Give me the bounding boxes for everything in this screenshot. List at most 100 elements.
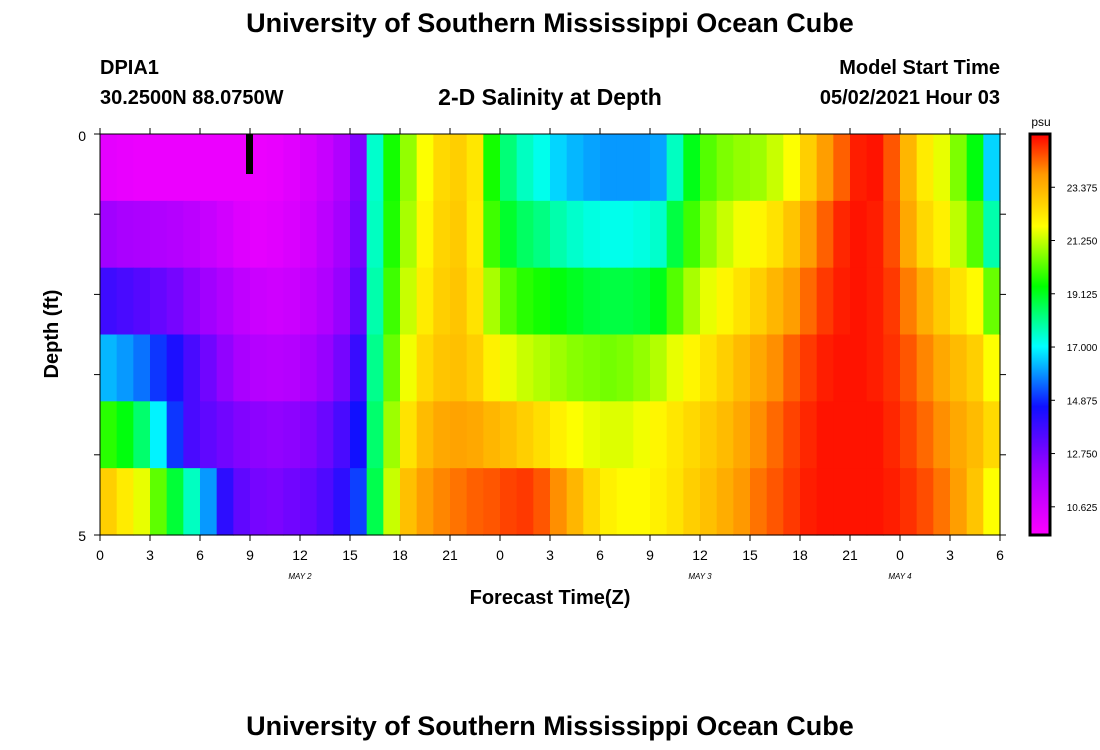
heatmap-cell: [716, 134, 734, 202]
x-tick-label: 15: [342, 547, 358, 563]
heatmap-cell: [116, 468, 134, 536]
heatmap-cell: [150, 401, 168, 469]
heatmap-cell: [333, 468, 351, 536]
heatmap-cell: [300, 134, 318, 202]
heatmap-cell: [950, 134, 968, 202]
heatmap-cell: [300, 401, 318, 469]
heatmap-cell: [733, 267, 751, 336]
heatmap-cell: [966, 334, 984, 402]
heatmap-cell: [666, 267, 684, 336]
heatmap-cell: [750, 468, 768, 536]
colorbar-tick-label: 14.875: [1067, 396, 1098, 407]
heatmap-cell: [850, 134, 868, 202]
heatmap-cell: [283, 134, 301, 202]
heatmap-cell: [183, 334, 201, 402]
heatmap-cell: [750, 401, 768, 469]
heatmap-cell: [483, 200, 501, 269]
heatmap-cell: [666, 334, 684, 402]
heatmap-cell: [233, 200, 251, 269]
heatmap-cell: [383, 401, 401, 469]
heatmap-cell: [150, 200, 168, 269]
heatmap-cell: [766, 401, 784, 469]
heatmap-cell: [733, 134, 751, 202]
heatmap-cell: [216, 134, 234, 202]
heatmap-cell: [416, 267, 434, 336]
heatmap-cell: [266, 267, 284, 336]
heatmap-cell: [933, 334, 951, 402]
x-tick-label: 3: [146, 547, 154, 563]
station-id: DPIA1: [100, 57, 159, 79]
heatmap-cell: [250, 401, 268, 469]
heatmap-cell: [216, 267, 234, 336]
heatmap-cell: [233, 468, 251, 536]
heatmap-cell: [266, 468, 284, 536]
heatmap-cell: [466, 267, 484, 336]
heatmap-cell: [383, 200, 401, 269]
heatmap-cell: [200, 468, 218, 536]
heatmap-cell: [833, 134, 851, 202]
heatmap-cell: [816, 334, 834, 402]
heatmap-cell: [383, 334, 401, 402]
heatmap-cell: [950, 200, 968, 269]
heatmap-cell: [783, 401, 801, 469]
heatmap-cell: [200, 134, 218, 202]
heatmap-cell: [300, 267, 318, 336]
heatmap-cell: [416, 468, 434, 536]
x-tick-label: 0: [896, 547, 904, 563]
heatmap-cell: [800, 334, 818, 402]
heatmap-cell: [200, 334, 218, 402]
model-start-label: Model Start Time: [839, 57, 1000, 79]
colorbar-tick-label: 23.375: [1067, 183, 1098, 194]
heatmap-cell: [983, 200, 1001, 269]
x-tick-label: 12: [292, 547, 308, 563]
heatmap-cell: [350, 200, 368, 269]
heatmap-cell: [366, 334, 384, 402]
heatmap-cell: [733, 401, 751, 469]
heatmap-cell: [783, 200, 801, 269]
heatmap-cell: [550, 401, 568, 469]
heatmap-cell: [116, 134, 134, 202]
heatmap-cell: [933, 267, 951, 336]
heatmap-cell: [333, 200, 351, 269]
heatmap-cell: [883, 334, 901, 402]
heatmap-cell: [733, 468, 751, 536]
heatmap-cell: [433, 468, 451, 536]
y-axis-label: Depth (ft): [41, 290, 63, 379]
heatmap-cell: [800, 200, 818, 269]
heatmap-cell: [700, 334, 718, 402]
heatmap-cell: [133, 401, 151, 469]
heatmap-cell: [316, 200, 334, 269]
heatmap-cell: [166, 200, 184, 269]
heatmap-cell: [900, 200, 918, 269]
y-tick-label: 5: [78, 528, 86, 544]
heatmap-cell: [133, 267, 151, 336]
heatmap-cell: [750, 134, 768, 202]
heatmap-cell: [766, 200, 784, 269]
heatmap-cell: [300, 468, 318, 536]
heatmap-cell: [716, 200, 734, 269]
heatmap-cell: [183, 267, 201, 336]
heatmap-cell: [150, 468, 168, 536]
heatmap-cell: [433, 200, 451, 269]
heatmap-cell: [133, 334, 151, 402]
heatmap-cell: [783, 468, 801, 536]
heatmap-cell: [683, 134, 701, 202]
x-tick-label: 12: [692, 547, 708, 563]
heatmap-cell: [950, 267, 968, 336]
heatmap-cell: [750, 267, 768, 336]
heatmap-cell: [983, 267, 1001, 336]
heatmap-cell: [900, 334, 918, 402]
heatmap-cell: [916, 334, 934, 402]
heatmap-cell: [616, 200, 634, 269]
heatmap-cell: [816, 267, 834, 336]
heatmap-cell: [100, 334, 118, 402]
heatmap-cell: [666, 401, 684, 469]
heatmap-cell: [166, 134, 184, 202]
heatmap-cell: [533, 200, 551, 269]
heatmap-cell: [883, 200, 901, 269]
heatmap-cell: [683, 468, 701, 536]
heatmap-cell: [666, 134, 684, 202]
heatmap-cell: [550, 334, 568, 402]
day-label: MAY 3: [688, 572, 712, 581]
heatmap-cell: [166, 334, 184, 402]
